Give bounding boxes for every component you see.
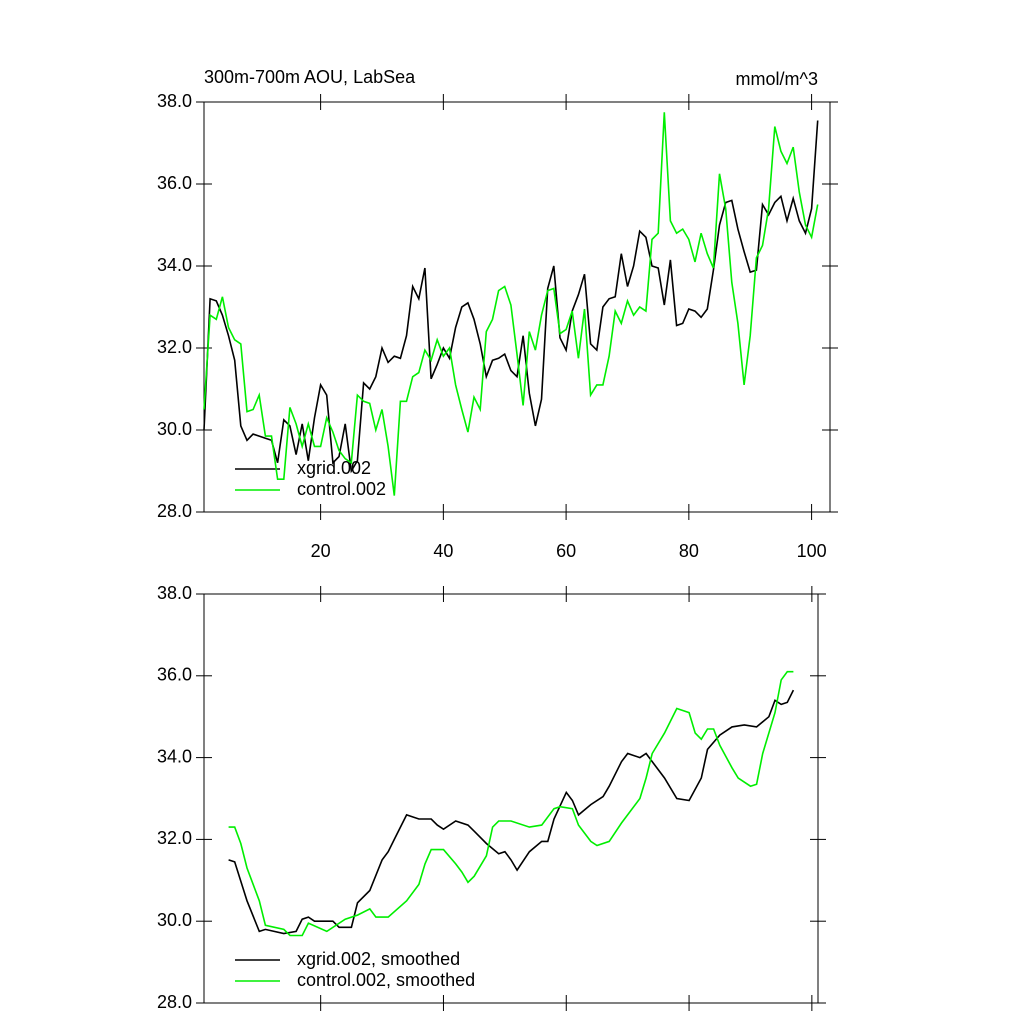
series-line (203, 112, 819, 496)
x-tick-label: 40 (433, 541, 453, 561)
y-tick-label: 36.0 (157, 173, 192, 193)
series-line (228, 670, 794, 937)
y-tick-label: 32.0 (157, 828, 192, 848)
y-tick-label: 28.0 (157, 992, 192, 1012)
chart-title: 300m-700m AOU, LabSea (204, 67, 416, 87)
legend-label: xgrid.002 (297, 458, 371, 478)
y-tick-label: 30.0 (157, 910, 192, 930)
x-tick-label: 80 (679, 541, 699, 561)
y-tick-label: 36.0 (157, 665, 192, 685)
y-tick-label: 32.0 (157, 337, 192, 357)
series-line (203, 120, 819, 474)
legend-label: xgrid.002, smoothed (297, 949, 460, 969)
units-label: mmol/m^3 (736, 69, 818, 89)
y-tick-label: 38.0 (157, 91, 192, 111)
legend-label: control.002, smoothed (297, 970, 475, 990)
x-tick-label: 60 (556, 541, 576, 561)
y-tick-label: 38.0 (157, 583, 192, 603)
legend-label: control.002 (297, 479, 386, 499)
plot-frame (203, 101, 831, 513)
y-tick-label: 30.0 (157, 419, 192, 439)
y-tick-label: 34.0 (157, 746, 192, 766)
series-line (228, 689, 795, 935)
x-tick-label: 100 (797, 541, 827, 561)
plot-frame (203, 593, 819, 1004)
x-tick-label: 20 (311, 541, 331, 561)
y-tick-label: 28.0 (157, 501, 192, 521)
y-tick-label: 34.0 (157, 255, 192, 275)
